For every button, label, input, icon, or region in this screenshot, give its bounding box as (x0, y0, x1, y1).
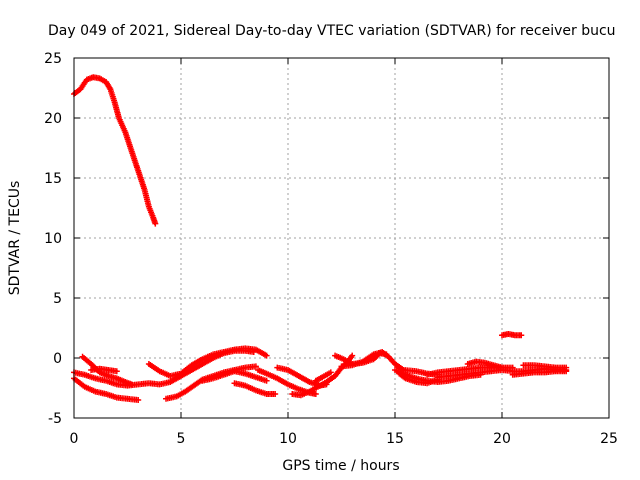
series-arc-10 (231, 380, 279, 397)
data-point (272, 391, 279, 397)
grid-lines (74, 58, 609, 418)
series-arc-16 (338, 349, 441, 378)
x-tick-label: 0 (70, 431, 79, 447)
series-arc-1 (71, 74, 159, 227)
series-arc-8 (163, 363, 259, 402)
data-point (499, 364, 505, 371)
series-arc-6 (88, 365, 120, 375)
x-tick-label: 5 (177, 431, 186, 447)
data-point (152, 220, 159, 227)
data-point (263, 352, 270, 359)
y-tick-label: 25 (44, 51, 62, 67)
series-arc-22 (520, 362, 570, 371)
y-tick-label: 0 (53, 351, 62, 367)
y-axis-label: SDTVAR / TECUs (7, 181, 23, 296)
series-arc-14 (312, 369, 334, 384)
y-tick-label: 10 (44, 231, 62, 247)
x-tick-label: 25 (600, 431, 618, 447)
y-tick-label: 5 (53, 291, 62, 307)
data-point (312, 391, 319, 397)
axis-ticks: 0 5 10 15 20 25 -5 0 5 10 15 20 25 (44, 51, 618, 447)
data-point (518, 332, 525, 339)
data-point (135, 397, 142, 403)
data-point (113, 368, 120, 375)
series-arc-4 (71, 375, 142, 403)
series-arc-7 (145, 345, 270, 379)
data-point (327, 369, 334, 376)
y-tick-label: -5 (48, 411, 62, 427)
x-tick-label: 20 (493, 431, 511, 447)
data-point (563, 368, 570, 375)
data-point (252, 363, 259, 370)
x-tick-label: 15 (386, 431, 404, 447)
series-arc-11 (255, 367, 319, 397)
x-tick-label: 10 (279, 431, 297, 447)
series-arc-21 (464, 358, 505, 371)
data-point (263, 377, 270, 384)
chart-title: Day 049 of 2021, Sidereal Day-to-day VTE… (48, 23, 616, 39)
data-points (71, 74, 570, 403)
x-axis-label: GPS time / hours (282, 458, 399, 474)
series-arc-2 (499, 331, 525, 339)
series-arc-9 (199, 368, 270, 384)
data-point (349, 352, 356, 359)
series-arc-23 (509, 368, 570, 378)
y-tick-label: 20 (44, 111, 62, 127)
y-tick-label: 15 (44, 171, 62, 187)
series-arc-5 (71, 347, 257, 389)
